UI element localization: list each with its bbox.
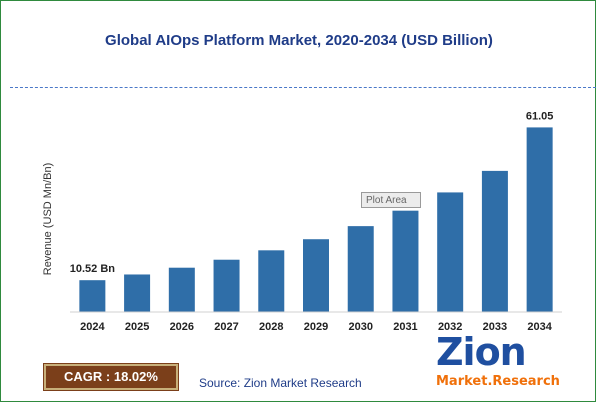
- x-tick-label: 2028: [259, 321, 283, 333]
- bar-2034: [526, 127, 553, 313]
- chart-title: Global AIOps Platform Market, 2020-2034 …: [105, 32, 493, 49]
- logo-wordmark: Zion: [436, 330, 527, 374]
- cagr-badge: CAGR : 18.02%: [44, 364, 178, 390]
- data-label: 61.05: [526, 110, 554, 122]
- logo-subtext: Market.Research: [436, 374, 560, 389]
- bar-2028: [258, 250, 285, 312]
- x-tick-label: 2030: [348, 321, 372, 333]
- bar-2033: [481, 170, 508, 312]
- data-label: 10.52 Bn: [70, 263, 116, 275]
- bar-2024: [79, 280, 106, 312]
- source-text: Source: Zion Market Research: [199, 376, 362, 390]
- bar-2029: [303, 239, 329, 312]
- x-tick-label: 2027: [214, 321, 238, 333]
- bar-2032: [437, 192, 464, 312]
- x-tick-label: 2029: [304, 321, 328, 333]
- x-tick-label: 2031: [393, 321, 417, 333]
- bar-2026: [168, 267, 195, 312]
- x-tick-label: 2033: [483, 321, 507, 333]
- x-tick-label: 2024: [80, 321, 105, 333]
- bar-2030: [347, 226, 374, 312]
- bar-2025: [124, 274, 151, 312]
- bar-2027: [213, 259, 240, 312]
- plot-area-tooltip: Plot Area: [361, 192, 421, 208]
- x-tick-label: 2032: [438, 321, 462, 333]
- x-tick-label: 2026: [170, 321, 194, 333]
- zion-logo: Zion Market.Research: [436, 330, 560, 390]
- title-divider: [10, 87, 596, 88]
- bar-2031: [392, 210, 419, 312]
- x-tick-label: 2025: [125, 321, 149, 333]
- x-tick-label: 2034: [527, 321, 552, 333]
